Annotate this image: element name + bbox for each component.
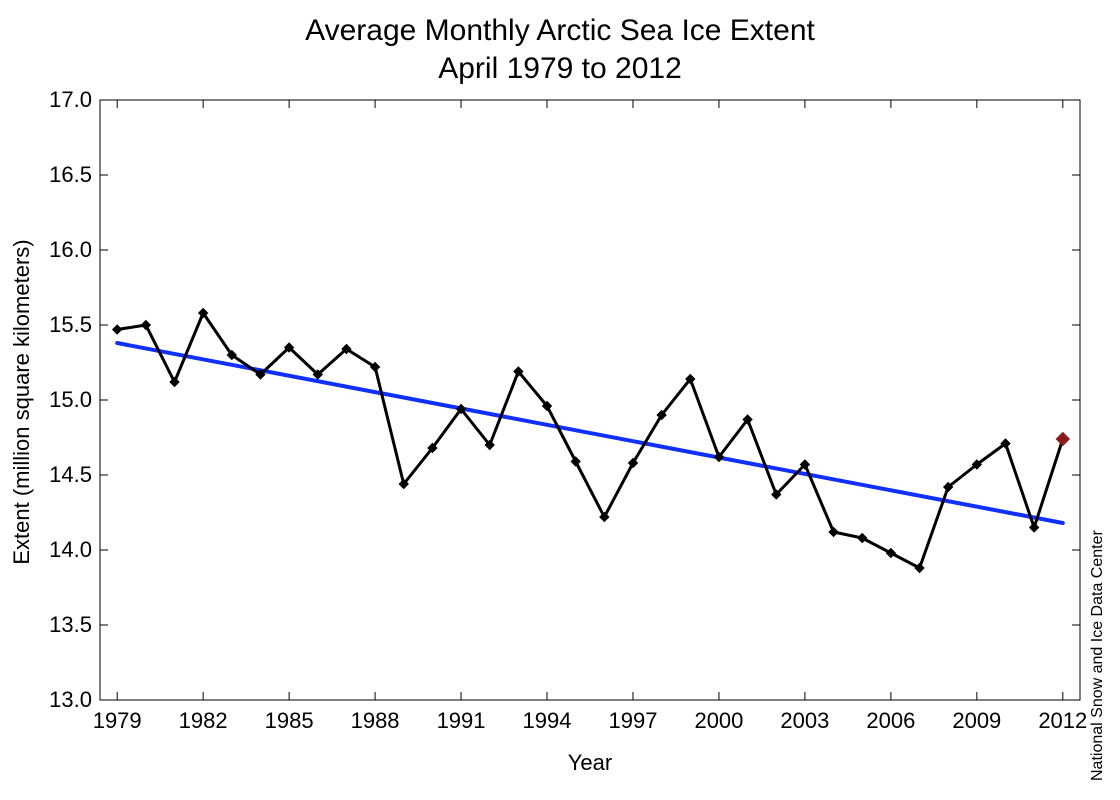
- y-tick-label: 14.5: [32, 462, 92, 488]
- plot-border: [100, 100, 1080, 700]
- x-tick-label: 1994: [507, 708, 587, 734]
- y-tick-label: 14.0: [32, 537, 92, 563]
- y-tick-label: 16.5: [32, 162, 92, 188]
- x-tick-label: 2006: [851, 708, 931, 734]
- trend-line: [117, 343, 1063, 523]
- data-marker-latest: [1056, 433, 1069, 446]
- x-tick-label: 2000: [679, 708, 759, 734]
- y-tick-label: 13.0: [32, 687, 92, 713]
- x-tick-label: 1991: [421, 708, 501, 734]
- y-tick-label: 17.0: [32, 87, 92, 113]
- x-tick-label: 2012: [1023, 708, 1103, 734]
- x-tick-label: 1985: [249, 708, 329, 734]
- data-marker: [113, 325, 122, 334]
- data-line: [117, 313, 1063, 568]
- x-tick-label: 1982: [163, 708, 243, 734]
- y-tick-label: 16.0: [32, 237, 92, 263]
- data-marker: [829, 528, 838, 537]
- chart-container: Average Monthly Arctic Sea Ice Extent Ap…: [0, 0, 1120, 800]
- x-tick-label: 2009: [937, 708, 1017, 734]
- y-tick-label: 15.5: [32, 312, 92, 338]
- y-tick-label: 13.5: [32, 612, 92, 638]
- x-tick-label: 2003: [765, 708, 845, 734]
- chart-svg: [0, 0, 1120, 800]
- data-marker: [1030, 523, 1039, 532]
- x-tick-label: 1997: [593, 708, 673, 734]
- x-tick-label: 1988: [335, 708, 415, 734]
- y-tick-label: 15.0: [32, 387, 92, 413]
